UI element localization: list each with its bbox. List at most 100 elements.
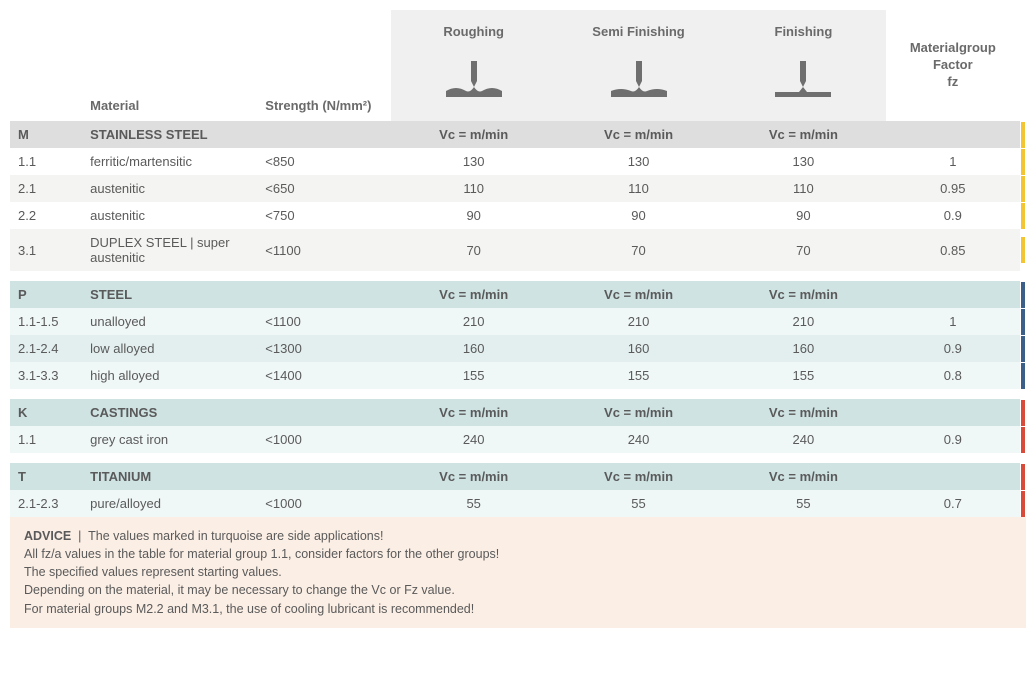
cell-semifinishing: 55 bbox=[556, 490, 721, 517]
cell-code: 1.1-1.5 bbox=[10, 308, 82, 335]
col-header-semifinishing: Semi Finishing bbox=[556, 10, 721, 121]
cell-material: high alloyed bbox=[82, 362, 257, 389]
group-title: STAINLESS STEEL bbox=[82, 121, 257, 148]
vc-unit: Vc = m/min bbox=[391, 121, 556, 148]
group-code: K bbox=[10, 399, 82, 426]
cell-finishing: 55 bbox=[721, 490, 886, 517]
cell-fz: 0.8 bbox=[886, 362, 1020, 389]
cell-roughing: 110 bbox=[391, 175, 556, 202]
cell-material: austenitic bbox=[82, 202, 257, 229]
vc-unit: Vc = m/min bbox=[556, 399, 721, 426]
group-header-T: TTITANIUMVc = m/minVc = m/minVc = m/min bbox=[10, 463, 1026, 490]
cell-code: 2.1 bbox=[10, 175, 82, 202]
col-header-material: Material bbox=[82, 10, 257, 121]
cell-semifinishing: 155 bbox=[556, 362, 721, 389]
table-row: 2.1-2.4low alloyed<13001601601600.9 bbox=[10, 335, 1026, 362]
cell-strength: <650 bbox=[257, 175, 391, 202]
vc-unit: Vc = m/min bbox=[556, 463, 721, 490]
cell-strength: <1100 bbox=[257, 308, 391, 335]
cell-code: 3.1-3.3 bbox=[10, 362, 82, 389]
cell-fz: 1 bbox=[886, 148, 1020, 175]
cell-code: 2.1-2.4 bbox=[10, 335, 82, 362]
vc-unit: Vc = m/min bbox=[391, 399, 556, 426]
cell-material: unalloyed bbox=[82, 308, 257, 335]
vc-unit: Vc = m/min bbox=[391, 281, 556, 308]
cell-semifinishing: 110 bbox=[556, 175, 721, 202]
vc-unit: Vc = m/min bbox=[556, 281, 721, 308]
cell-semifinishing: 130 bbox=[556, 148, 721, 175]
cell-strength: <1000 bbox=[257, 490, 391, 517]
cell-strength: <850 bbox=[257, 148, 391, 175]
table-row: 2.1austenitic<6501101101100.95 bbox=[10, 175, 1026, 202]
group-code: P bbox=[10, 281, 82, 308]
group-header-K: KCASTINGSVc = m/minVc = m/minVc = m/min bbox=[10, 399, 1026, 426]
table-row: 1.1-1.5unalloyed<11002102102101 bbox=[10, 308, 1026, 335]
cell-fz: 0.9 bbox=[886, 202, 1020, 229]
group-header-M: MSTAINLESS STEELVc = m/minVc = m/minVc =… bbox=[10, 121, 1026, 148]
cell-fz: 0.85 bbox=[886, 229, 1020, 271]
cell-code: 1.1 bbox=[10, 148, 82, 175]
cell-finishing: 155 bbox=[721, 362, 886, 389]
cell-roughing: 155 bbox=[391, 362, 556, 389]
vc-unit: Vc = m/min bbox=[556, 121, 721, 148]
cell-finishing: 70 bbox=[721, 229, 886, 271]
cell-material: pure/alloyed bbox=[82, 490, 257, 517]
group-title: STEEL bbox=[82, 281, 257, 308]
cell-strength: <1400 bbox=[257, 362, 391, 389]
cell-material: DUPLEX STEEL | super austenitic bbox=[82, 229, 257, 271]
cell-semifinishing: 240 bbox=[556, 426, 721, 453]
cell-fz: 0.7 bbox=[886, 490, 1020, 517]
cell-fz: 1 bbox=[886, 308, 1020, 335]
cell-code: 3.1 bbox=[10, 229, 82, 271]
cell-code: 1.1 bbox=[10, 426, 82, 453]
col-header-finishing: Finishing bbox=[721, 10, 886, 121]
milling-tool-icon bbox=[609, 61, 669, 97]
col-header-stripe bbox=[1020, 10, 1026, 121]
group-code: M bbox=[10, 121, 82, 148]
cell-finishing: 130 bbox=[721, 148, 886, 175]
cell-strength: <1100 bbox=[257, 229, 391, 271]
cell-roughing: 240 bbox=[391, 426, 556, 453]
cell-roughing: 70 bbox=[391, 229, 556, 271]
col-header-fz: MaterialgroupFactorfz bbox=[886, 10, 1020, 121]
cell-roughing: 210 bbox=[391, 308, 556, 335]
cell-material: low alloyed bbox=[82, 335, 257, 362]
cell-fz: 0.9 bbox=[886, 335, 1020, 362]
cell-material: austenitic bbox=[82, 175, 257, 202]
cell-fz: 0.9 bbox=[886, 426, 1020, 453]
cell-finishing: 160 bbox=[721, 335, 886, 362]
table-row: 1.1grey cast iron<10002402402400.9 bbox=[10, 426, 1026, 453]
cell-semifinishing: 90 bbox=[556, 202, 721, 229]
cell-semifinishing: 70 bbox=[556, 229, 721, 271]
col-header-roughing: Roughing bbox=[391, 10, 556, 121]
cell-code: 2.2 bbox=[10, 202, 82, 229]
cell-strength: <1000 bbox=[257, 426, 391, 453]
vc-unit: Vc = m/min bbox=[391, 463, 556, 490]
cell-roughing: 55 bbox=[391, 490, 556, 517]
col-header-strength: Strength (N/mm²) bbox=[257, 10, 391, 121]
table-row: 3.1DUPLEX STEEL | super austenitic<11007… bbox=[10, 229, 1026, 271]
cell-roughing: 90 bbox=[391, 202, 556, 229]
cell-semifinishing: 160 bbox=[556, 335, 721, 362]
table-row: 2.1-2.3pure/alloyed<10005555550.7 bbox=[10, 490, 1026, 517]
vc-unit: Vc = m/min bbox=[721, 281, 886, 308]
cell-code: 2.1-2.3 bbox=[10, 490, 82, 517]
col-header-code bbox=[10, 10, 82, 121]
cell-material: ferritic/martensitic bbox=[82, 148, 257, 175]
group-header-P: PSTEELVc = m/minVc = m/minVc = m/min bbox=[10, 281, 1026, 308]
table-row: 2.2austenitic<7509090900.9 bbox=[10, 202, 1026, 229]
group-title: TITANIUM bbox=[82, 463, 257, 490]
milling-tool-icon bbox=[773, 61, 833, 97]
cutting-data-table: Material Strength (N/mm²) Roughing Semi … bbox=[10, 10, 1026, 517]
milling-tool-icon bbox=[444, 61, 504, 97]
cell-roughing: 130 bbox=[391, 148, 556, 175]
cell-finishing: 90 bbox=[721, 202, 886, 229]
cell-roughing: 160 bbox=[391, 335, 556, 362]
cell-semifinishing: 210 bbox=[556, 308, 721, 335]
group-code: T bbox=[10, 463, 82, 490]
vc-unit: Vc = m/min bbox=[721, 399, 886, 426]
vc-unit: Vc = m/min bbox=[721, 121, 886, 148]
cell-strength: <1300 bbox=[257, 335, 391, 362]
table-row: 3.1-3.3high alloyed<14001551551550.8 bbox=[10, 362, 1026, 389]
cell-material: grey cast iron bbox=[82, 426, 257, 453]
